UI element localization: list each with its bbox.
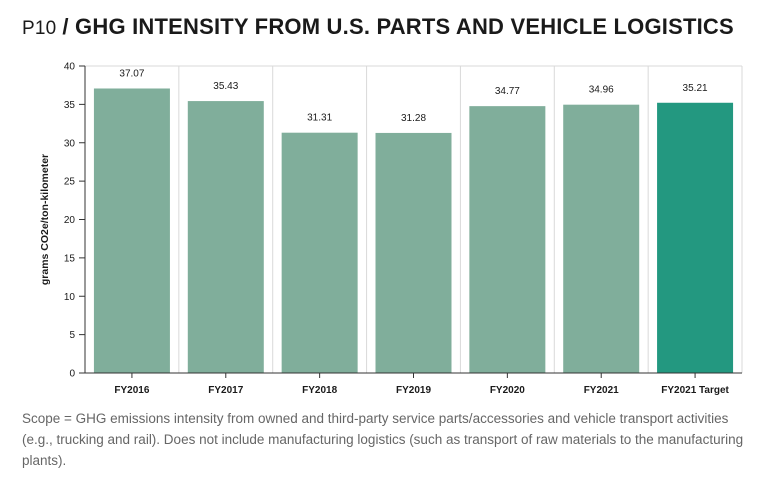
chart-title: P10/ GHG INTENSITY FROM U.S. PARTS AND V… [22, 14, 734, 40]
y-tick-label: 40 [64, 62, 76, 73]
bar [563, 104, 640, 373]
x-tick-label: FY2021 Target [661, 385, 729, 396]
x-tick-label: FY2017 [208, 385, 243, 396]
data-label: 31.28 [401, 113, 426, 124]
chart-code: P10 [22, 18, 57, 39]
bar [93, 88, 170, 374]
x-tick-label: FY2020 [490, 385, 525, 396]
labels: 37.07 FY2016 35.43 FY2017 31.31 FY2018 31.28 FY… [64, 62, 730, 397]
scope-caption: Scope = GHG emissions intensity from own… [22, 411, 744, 468]
x-tick-label: FY2016 [114, 385, 149, 396]
y-tick-label: 10 [64, 292, 76, 303]
y-tick-label: 5 [69, 330, 75, 341]
y-tick-label: 20 [64, 215, 76, 226]
bar [469, 106, 546, 373]
data-label: 31.31 [307, 113, 332, 124]
axes [79, 65, 742, 378]
bar [375, 132, 452, 373]
y-tick-label: 30 [64, 138, 76, 149]
chart-title-text: / GHG INTENSITY FROM U.S. PARTS AND VEHI… [62, 14, 734, 39]
data-label: 35.43 [213, 81, 238, 92]
x-tick-label: FY2021 [584, 385, 619, 396]
y-axis-label: grams CO2e/ton-kilometer [39, 154, 51, 285]
bars [93, 88, 734, 374]
data-label: 37.07 [119, 68, 144, 79]
data-label: 34.77 [495, 86, 520, 97]
y-tick-label: 35 [64, 100, 76, 111]
bar [187, 101, 264, 373]
bar [657, 102, 734, 374]
y-tick-label: 0 [69, 369, 75, 380]
data-label: 35.21 [683, 83, 708, 94]
x-tick-label: FY2018 [302, 385, 337, 396]
data-label: 34.96 [589, 85, 614, 96]
y-tick-label: 15 [64, 253, 76, 264]
x-tick-label: FY2019 [396, 385, 431, 396]
bar-chart: 37.07 FY2016 35.43 FY2017 31.31 FY2018 31.28 FY… [39, 62, 743, 397]
y-tick-label: 25 [64, 177, 76, 188]
bar [281, 132, 358, 373]
